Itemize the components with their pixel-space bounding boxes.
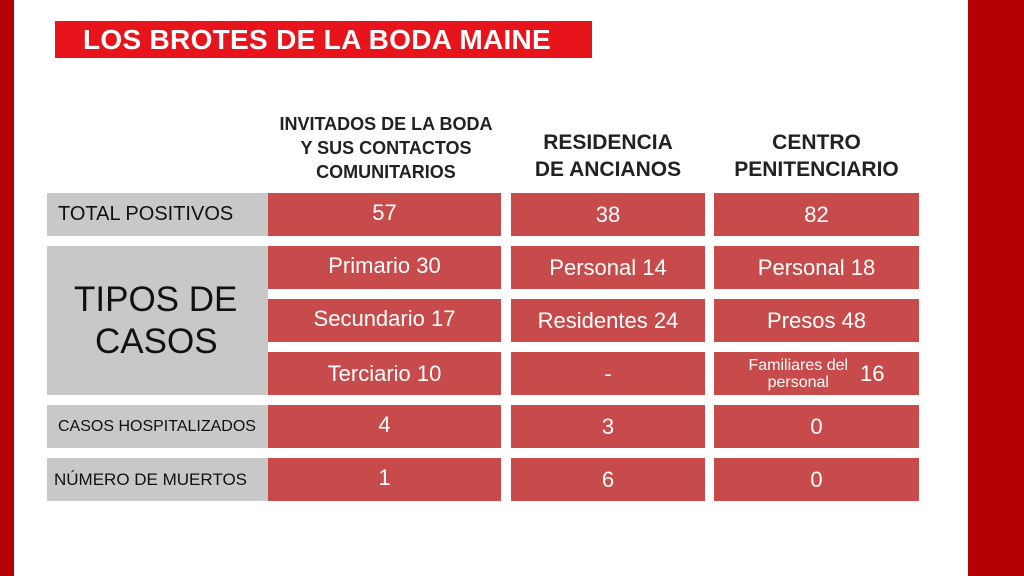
cell-muertos-penitenciario: 0	[714, 458, 919, 501]
cell-tipos-r2-penitenciario: Presos 48	[714, 299, 919, 342]
cell-total-residencia: 38	[511, 193, 705, 236]
cell-tipos-r1-penitenciario: Personal 18	[714, 246, 919, 289]
cell-tipos-r1-residencia: Personal 14	[511, 246, 705, 289]
cell-total-boda: 57	[268, 193, 501, 236]
familiares-label-line1: Familiares del	[748, 356, 849, 374]
row-label-total-positivos: TOTAL POSITIVOS	[47, 193, 268, 236]
cell-muertos-boda: 1	[268, 458, 501, 501]
familiares-del-personal-group: Familiares del personal 16	[714, 357, 919, 391]
row-label-numero-de-muertos: NÚMERO DE MUERTOS	[47, 458, 268, 501]
row-label-total-positivos-text: TOTAL POSITIVOS	[58, 203, 234, 225]
familiares-del-personal-label: Familiares del personal	[748, 357, 848, 391]
cell-tipos-r2-boda: Secundario 17	[268, 299, 501, 342]
cell-total-penitenciario: 82	[714, 193, 919, 236]
column-header-boda-line2: Y SUS CONTACTOS	[300, 138, 472, 158]
left-red-border	[0, 0, 14, 576]
row-label-numero-de-muertos-text: NÚMERO DE MUERTOS	[54, 469, 248, 489]
column-header-residencia-line2: DE ANCIANOS	[534, 158, 682, 181]
cell-hosp-residencia: 3	[511, 405, 705, 448]
cell-tipos-r3-penitenciario: Familiares del personal 16	[714, 352, 919, 395]
column-header-boda-line1: INVITADOS DE LA BODA	[279, 114, 493, 134]
row-label-casos-hospitalizados: CASOS HOSPITALIZADOS	[47, 405, 268, 448]
column-header-residencia-line1: RESIDENCIA	[543, 131, 673, 154]
cell-tipos-r3-boda: Terciario 10	[268, 352, 501, 395]
column-header-penitenciario-line1: CENTRO	[772, 131, 861, 154]
column-header-boda: INVITADOS DE LA BODA Y SUS CONTACTOS COM…	[262, 112, 510, 184]
tipos-de-casos-line1: TIPOS DE	[74, 279, 238, 319]
row-label-casos-hospitalizados-text: CASOS HOSPITALIZADOS	[58, 417, 256, 435]
page-title: LOS BROTES DE LA BODA MAINE	[55, 21, 592, 58]
cell-muertos-residencia: 6	[511, 458, 705, 501]
cell-tipos-r2-residencia: Residentes 24	[511, 299, 705, 342]
row-label-tipos-de-casos: TIPOS DE CASOS	[47, 246, 268, 395]
cell-hosp-boda: 4	[268, 405, 501, 448]
tipos-de-casos-line2: CASOS	[95, 321, 218, 361]
column-header-boda-line3: COMUNITARIOS	[316, 162, 456, 182]
column-header-penitenciario: CENTRO PENITENCIARIO	[714, 129, 919, 183]
familiares-label-line2: personal	[767, 373, 829, 391]
cell-tipos-r1-boda: Primario 30	[268, 246, 501, 289]
familiares-del-personal-value: 16	[860, 360, 885, 386]
cell-tipos-r3-residencia: -	[511, 352, 705, 395]
column-header-penitenciario-line2: PENITENCIARIO	[734, 158, 899, 181]
cell-hosp-penitenciario: 0	[714, 405, 919, 448]
column-header-residencia: RESIDENCIA DE ANCIANOS	[512, 129, 704, 183]
right-red-border	[968, 0, 1024, 576]
